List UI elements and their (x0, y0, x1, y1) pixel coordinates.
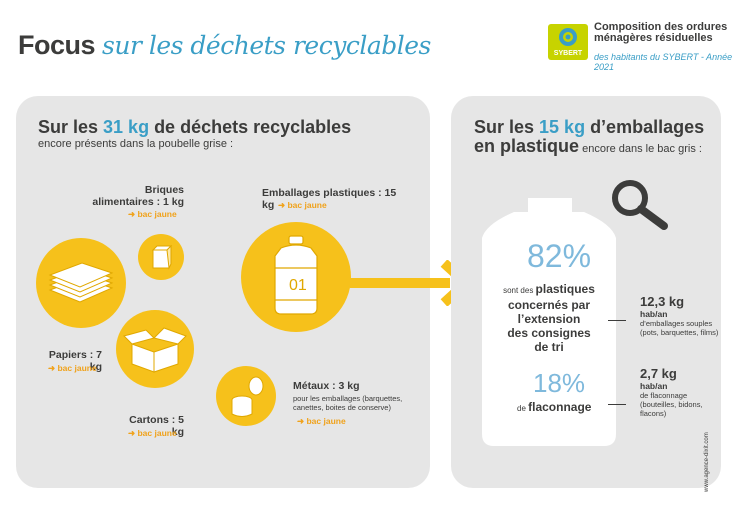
briques-bac: ➜ bac jaune (128, 209, 177, 219)
left-subheading: encore présents dans la poubelle grise : (38, 138, 234, 150)
cartons-icon (116, 310, 194, 388)
connector-line (608, 320, 626, 321)
logo-title: Composition des ordures ménagères résidu… (594, 21, 728, 44)
svg-text:01: 01 (289, 277, 307, 294)
briques-label: Briques alimentaires : 1 kg (92, 184, 184, 208)
logo-name: SYBERT (553, 50, 583, 57)
pct-18-text: de flaconnage (517, 400, 592, 414)
emballages-label: Emballages plastiques : 15 kg (262, 187, 397, 211)
papiers-bac: ➜ bac jaune (48, 363, 97, 373)
stat-souples: 12,3 kg hab/an d’emballages souples (pot… (640, 294, 719, 337)
stat-flaconnage: 2,7 kg hab/an de flaconnage (bouteilles,… (640, 366, 703, 418)
pct-82: 82% (527, 238, 592, 274)
page-title: Focus sur les déchets recyclables (18, 30, 431, 61)
sybert-logo-icon (548, 24, 588, 60)
right-heading-2: en plastique encore dans le bac gris : (474, 136, 702, 156)
right-heading: Sur les 15 kg d’emballages (474, 117, 705, 137)
title-part-1: Focus (18, 30, 96, 60)
emballages-bac: ➜ bac jaune (278, 200, 327, 210)
left-heading: Sur les 31 kg de déchets recyclables (38, 117, 352, 137)
bottle-shape-icon (482, 198, 616, 446)
metaux-label: Métaux : 3 kg (293, 380, 360, 392)
metaux-note: pour les emballages (barquettes, canette… (293, 394, 403, 412)
credit-text[interactable]: www.agence-dixit.com (704, 432, 710, 492)
briques-icon (138, 234, 184, 280)
title-part-2: sur les déchets recyclables (102, 31, 431, 60)
cartons-label: Cartons : 5 kg (129, 414, 184, 438)
magnifier-icon (612, 180, 668, 230)
metaux-icon (216, 366, 276, 426)
pct-82-text: sont des plastiques concernés par l’exte… (503, 282, 595, 354)
metaux-bac: ➜ bac jaune (297, 416, 346, 426)
papiers-label: Papiers : 7 kg (48, 349, 102, 373)
papiers-icon (36, 238, 126, 328)
logo-subtitle: des habitants du SYBERT - Année 2021 (594, 52, 733, 72)
pct-18: 18% (533, 368, 586, 398)
connector-line (608, 404, 626, 405)
cartons-bac: ➜ bac jaune (128, 428, 177, 438)
emballages-icon: 01 (241, 222, 351, 332)
